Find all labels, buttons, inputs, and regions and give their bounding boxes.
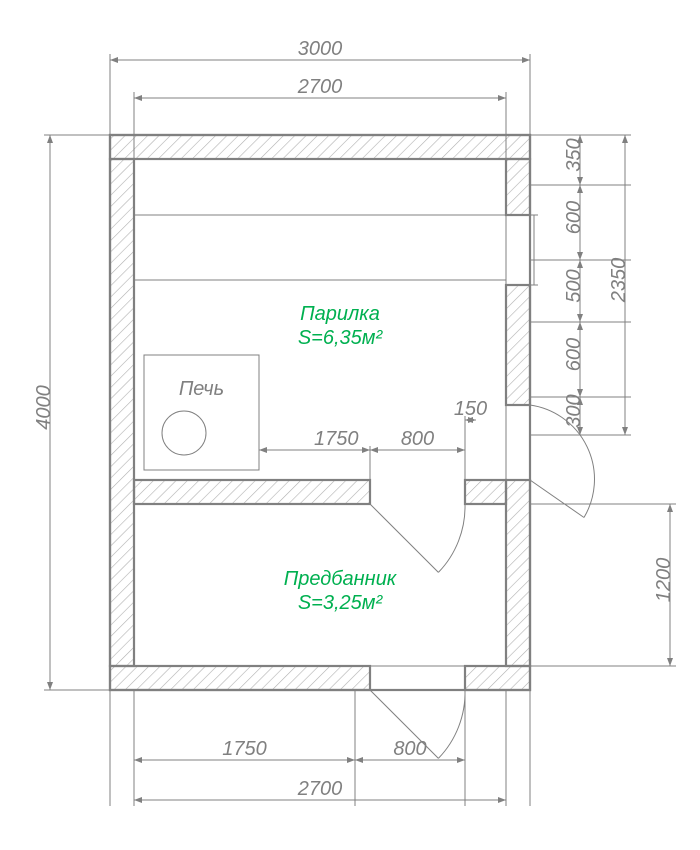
svg-text:1200: 1200 — [653, 558, 675, 603]
stove — [144, 355, 259, 470]
dim-left-outer: 4000 — [33, 385, 55, 430]
dim-bottom-sum: 2700 — [297, 778, 343, 800]
svg-text:800: 800 — [401, 428, 434, 450]
svg-text:150: 150 — [454, 398, 487, 420]
room-dressing: Предбанник — [284, 568, 398, 590]
svg-text:600: 600 — [563, 201, 585, 234]
svg-text:800: 800 — [393, 738, 426, 760]
svg-text:600: 600 — [563, 338, 585, 371]
svg-text:300: 300 — [563, 394, 585, 427]
svg-text:500: 500 — [563, 269, 585, 302]
dim-top-outer: 3000 — [298, 38, 343, 60]
svg-text:1750: 1750 — [222, 738, 267, 760]
room-steam: Парилка — [300, 303, 380, 325]
svg-text:S=3,25м²: S=3,25м² — [298, 592, 384, 614]
svg-text:1750: 1750 — [314, 428, 359, 450]
stove-label: Печь — [179, 378, 224, 400]
dim-top-inner: 2700 — [297, 76, 343, 98]
svg-text:350: 350 — [563, 138, 585, 171]
dim-right-sum: 2350 — [608, 258, 630, 304]
svg-text:S=6,35м²: S=6,35м² — [298, 327, 384, 349]
